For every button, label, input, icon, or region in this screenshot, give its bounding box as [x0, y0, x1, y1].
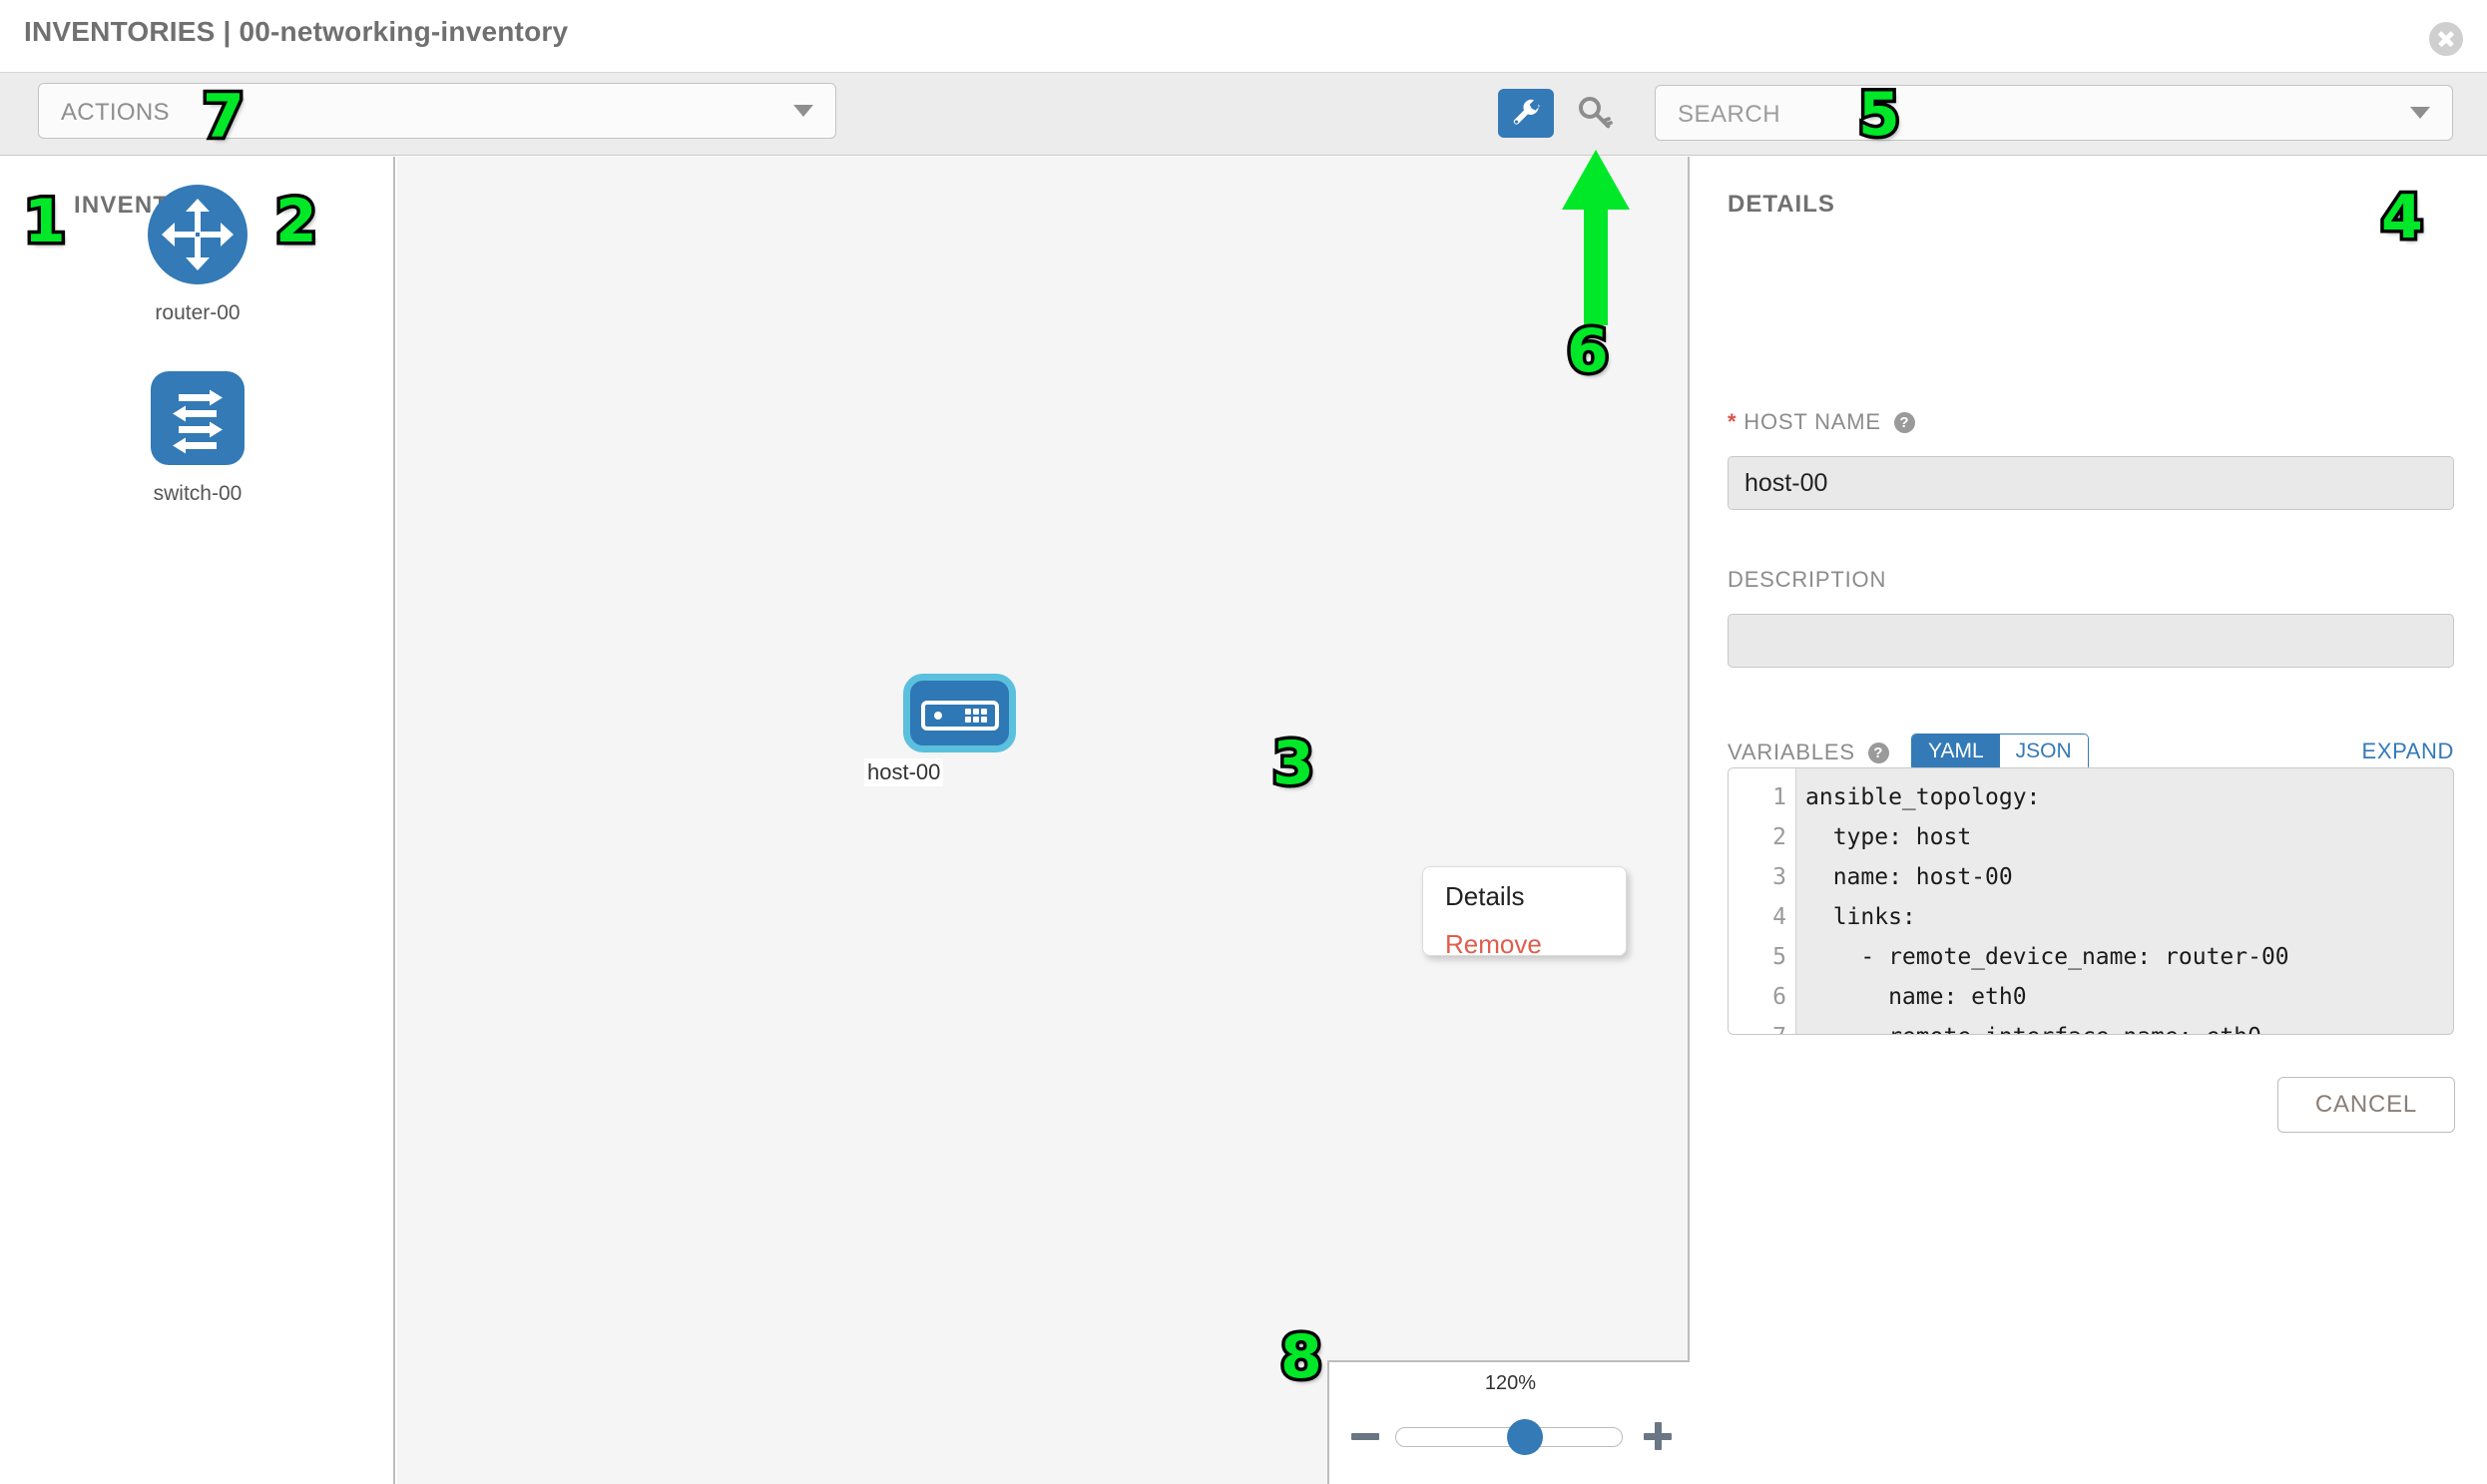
description-label: DESCRIPTION [1728, 567, 1887, 592]
editor-line: name: host-00 [1805, 864, 2013, 890]
context-menu-item-remove[interactable]: Remove [1445, 929, 1542, 959]
inventory-item-router[interactable]: router-00 [0, 185, 395, 325]
help-icon[interactable]: ? [1893, 412, 1915, 433]
actions-dropdown[interactable]: ACTIONS [38, 83, 836, 139]
router-icon [148, 185, 248, 284]
zoom-slider-thumb[interactable] [1507, 1419, 1543, 1455]
cancel-button[interactable]: CANCEL [2277, 1077, 2455, 1133]
chevron-down-icon [793, 105, 813, 117]
editor-line: ansible_topology: [1805, 784, 2041, 810]
editor-content[interactable]: ansible_topology: type: host name: host-… [1796, 768, 2453, 1034]
wrench-button[interactable] [1498, 89, 1554, 138]
editor-line-number: 3 [1772, 864, 1786, 890]
editor-line-number: 4 [1772, 904, 1786, 930]
zoom-control-panel: 120% [1327, 1360, 1690, 1484]
zoom-percent-label: 120% [1484, 1372, 1537, 1394]
window-header: INVENTORIES | 00-networking-inventory [0, 0, 2487, 73]
variables-row: VARIABLES ? YAML JSON EXPAND [1728, 734, 2454, 771]
server-icon [920, 701, 999, 731]
actions-dropdown-label: ACTIONS [61, 99, 170, 126]
editor-line: - remote_device_name: router-00 [1805, 944, 2289, 970]
required-asterisk: * [1728, 409, 1738, 434]
topology-canvas[interactable]: host-00 Details Remove [397, 157, 1690, 1484]
description-input[interactable] [1728, 614, 2454, 668]
wrench-icon [1513, 99, 1540, 125]
expand-link[interactable]: EXPAND [2361, 739, 2454, 763]
topology-node-label: host-00 [864, 758, 944, 786]
editor-line: links: [1805, 904, 1916, 930]
variables-editor[interactable]: 1 2 3 4 5 6 7 ansible_topology: type: host nam… [1728, 767, 2454, 1035]
editor-line-number: 6 [1772, 984, 1786, 1010]
search-dropdown[interactable]: SEARCH [1655, 85, 2453, 141]
switch-icon [151, 371, 245, 465]
host-name-label-text: HOST NAME [1743, 409, 1881, 434]
toggle-json[interactable]: JSON [1999, 735, 2088, 770]
host-name-label: * HOST NAME ? [1728, 409, 1915, 435]
editor-line-number: 2 [1772, 824, 1786, 850]
inventory-item-label: router-00 [155, 301, 241, 324]
inventory-item-label: switch-00 [153, 482, 243, 505]
node-context-menu: Details Remove [1422, 866, 1627, 959]
chevron-down-icon [2410, 107, 2430, 119]
search-input-placeholder: SEARCH [1678, 101, 1781, 128]
editor-line-number: 1 [1772, 784, 1786, 810]
help-icon[interactable]: ? [1867, 742, 1889, 763]
editor-line-number: 5 [1772, 944, 1786, 970]
variables-format-toggle: YAML JSON [1911, 734, 2089, 771]
editor-line-numbers: 1 2 3 4 5 6 7 [1729, 768, 1796, 1034]
editor-line: type: host [1805, 824, 1972, 850]
topology-node-host[interactable] [903, 674, 1016, 752]
variables-label-text: VARIABLES [1728, 740, 1855, 764]
details-panel: DETAILS * HOST NAME ? host-00 DESCRIPTIO… [1692, 157, 2487, 1484]
details-heading: DETAILS [1728, 191, 1835, 218]
editor-line: remote_interface_name: eth0 [1805, 1017, 2453, 1034]
page-title: INVENTORIES | 00-networking-inventory [24, 16, 569, 47]
inventory-panel: INVENTORY [0, 157, 395, 1484]
toggle-yaml[interactable]: YAML [1912, 735, 2000, 770]
inventory-item-switch[interactable]: switch-00 [0, 371, 395, 506]
key-icon[interactable] [1575, 93, 1615, 133]
close-icon[interactable] [2429, 22, 2463, 56]
editor-line: name: eth0 [1805, 984, 2027, 1010]
host-name-input[interactable]: host-00 [1728, 456, 2454, 510]
context-menu-item-details[interactable]: Details [1445, 881, 1525, 911]
variables-label: VARIABLES ? [1728, 740, 1889, 765]
editor-line-number: 7 [1729, 1017, 1795, 1034]
zoom-out-icon[interactable] [1351, 1422, 1379, 1450]
zoom-in-icon[interactable] [1644, 1422, 1672, 1450]
